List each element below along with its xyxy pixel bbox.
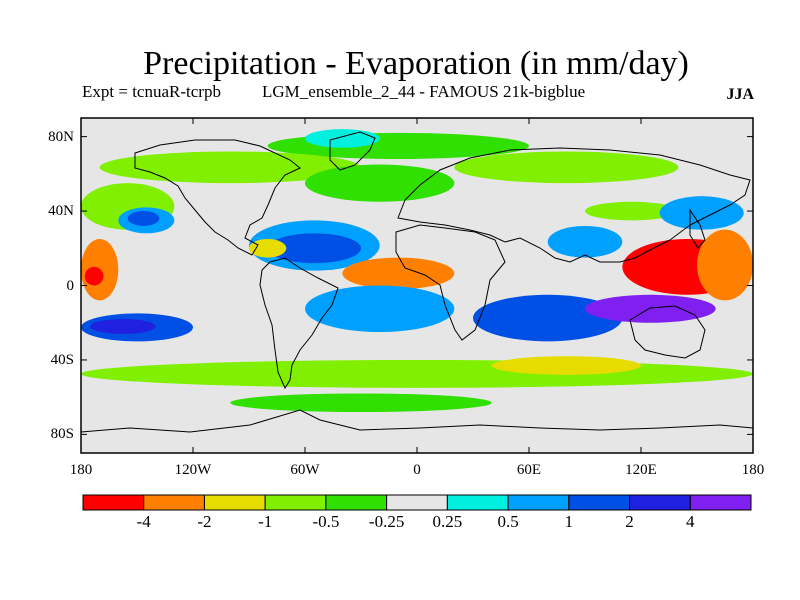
colorbar-label: 0.25 [432, 512, 463, 531]
colorbar-swatch [386, 494, 448, 511]
africa-coastline [395, 224, 506, 341]
field-region-indian-ocean-wet [473, 294, 623, 342]
field-region-maritime-continent [585, 294, 716, 323]
field-region-southern-ocean-wet [230, 393, 492, 413]
y-ticks [81, 136, 753, 435]
field-region-caribbean-dry [248, 238, 287, 258]
experiment-label: Expt = tcnuaR-tcrpb [82, 82, 221, 101]
field-region-indian-monsoon [547, 225, 623, 258]
colorbar-swatch [568, 494, 631, 511]
colorbar-label: -4 [136, 512, 151, 531]
japan-coastline [689, 208, 706, 249]
field-region-north-atlantic-wet [305, 164, 455, 202]
y-tick-label: 40N [48, 203, 74, 220]
x-ticks [80, 118, 754, 453]
field-region-na-arctic-green [99, 151, 361, 184]
colorbar-swatch [325, 494, 388, 511]
north-america-coastline [134, 139, 301, 256]
run-label: LGM_ensemble_2_44 - FAMOUS 21k-bigblue [262, 82, 586, 101]
colorbar-label: 4 [686, 512, 695, 531]
field-region-sahel-dry [342, 257, 455, 290]
x-tick-label: 120W [174, 462, 212, 478]
colorbar-label: 0.5 [497, 512, 519, 531]
colorbar-swatch [82, 494, 145, 511]
field-region-arctic-cyan [305, 129, 380, 148]
colorbar-swatch [203, 494, 266, 511]
colorbar-label: -1 [258, 512, 273, 531]
x-tick-label: 180 [741, 462, 765, 478]
field-region-south-atlantic-wet [305, 285, 455, 333]
field-region-south-pacific-core [90, 319, 156, 334]
x-tick-label: 60W [290, 462, 320, 478]
colorbar-swatch [689, 494, 752, 511]
field-region-north-pacific-storm-core [127, 211, 160, 226]
field-layer [81, 129, 753, 413]
colorbar-label: -0.5 [312, 512, 340, 531]
field-region-kuroshio-wet [659, 196, 744, 230]
colorbar-swatch [629, 494, 691, 511]
field-region-southern-ocean-band [81, 359, 753, 388]
y-tick-label: 80S [50, 426, 74, 443]
colorbar-swatch [446, 494, 509, 511]
colorbar-label: -2 [197, 512, 212, 531]
colorbar-swatch [507, 494, 570, 511]
antarctica-coastline [81, 409, 753, 433]
y-tick-label: 0 [66, 277, 75, 294]
x-tick-label: 0 [413, 462, 421, 478]
colorbar-swatch [264, 494, 327, 511]
colorbar-label: -0.25 [368, 512, 405, 531]
field-region-eurasia-dry [454, 151, 679, 184]
coastline-layer [81, 131, 753, 433]
australia-coastline [629, 305, 706, 359]
chart-title: Precipitation - Evaporation (in mm/day) [143, 45, 689, 82]
x-tick-label: 180 [69, 462, 93, 478]
x-tick-label: 120E [625, 462, 657, 478]
y-tick-label: 80N [48, 128, 74, 145]
colorbar-label: 2 [625, 512, 634, 531]
colorbar [82, 494, 752, 511]
colorbar-label: 1 [564, 512, 574, 531]
field-region-asia-dry-band [585, 201, 679, 221]
colorbar-swatch [143, 494, 205, 511]
south-america-coastline [259, 257, 339, 390]
greenland-coastline [329, 131, 376, 171]
eurasia-coastline [397, 147, 751, 263]
y-tick-label: 40S [50, 351, 74, 368]
field-region-west-pacific-orange [697, 229, 753, 301]
field-region-south-indian-dry [491, 356, 641, 375]
field-region-east-pacific-core [84, 266, 104, 286]
x-tick-label: 60E [516, 462, 542, 478]
season-label: JJA [726, 86, 754, 103]
field-region-atlantic-itcz-core [267, 233, 362, 264]
